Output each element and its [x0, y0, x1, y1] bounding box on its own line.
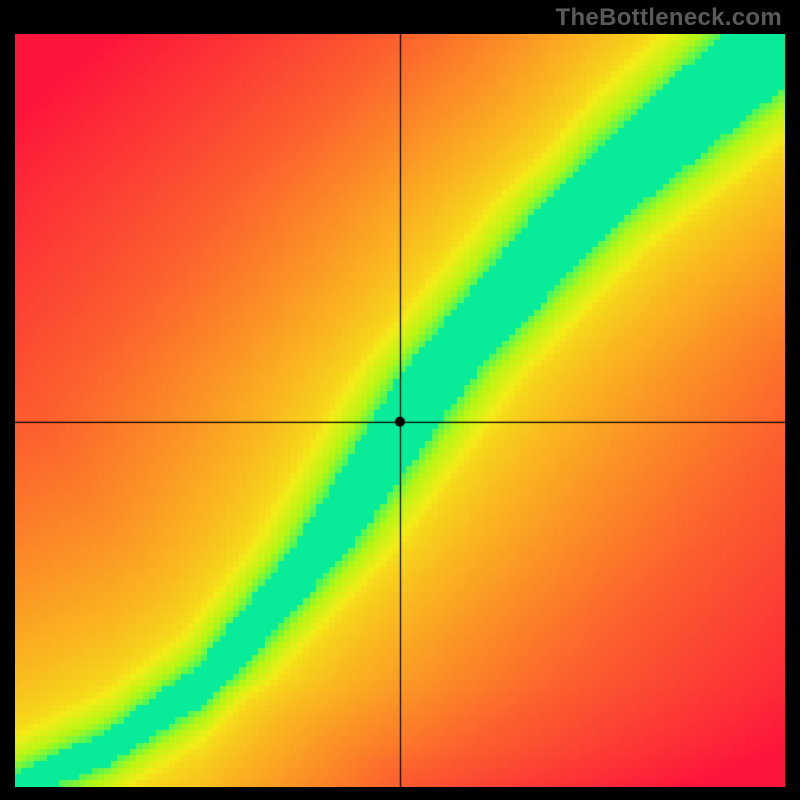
overlay-canvas: [15, 34, 785, 787]
watermark-text: TheBottleneck.com: [556, 4, 782, 32]
chart-container: TheBottleneck.com: [0, 0, 800, 800]
